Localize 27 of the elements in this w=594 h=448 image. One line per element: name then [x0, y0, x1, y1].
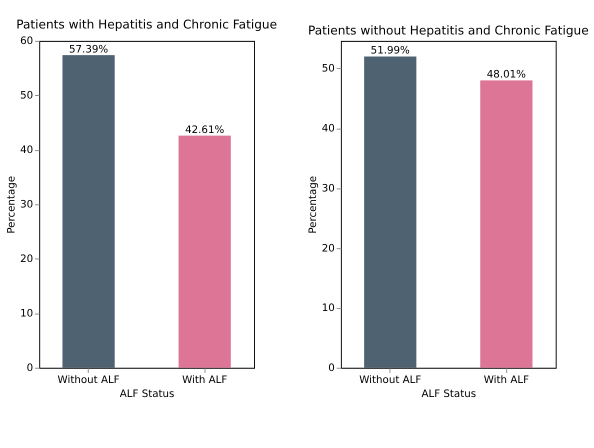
y-axis-title: Percentage	[307, 176, 320, 234]
x-tick-label: Without ALF	[359, 374, 422, 386]
y-tick-label: 20	[322, 242, 335, 254]
y-tick-label: 40	[20, 144, 34, 156]
x-tick-label: With ALF	[182, 374, 228, 386]
y-tick-label: 40	[322, 122, 335, 135]
y-tick-label: 20	[20, 253, 34, 266]
data-label: 42.61%	[185, 124, 224, 136]
y-tick-label: 10	[322, 302, 335, 314]
data-label: 48.01%	[486, 68, 526, 81]
data-label: 57.39%	[68, 43, 108, 56]
y-tick-label: 0	[26, 362, 34, 374]
y-tick-label: 0	[328, 362, 335, 374]
y-tick-label: 50	[20, 90, 34, 102]
y-tick-label: 50	[322, 62, 335, 75]
y-axis-title: Percentage	[5, 176, 18, 234]
x-tick-label: Without ALF	[58, 374, 120, 386]
x-tick-label: With ALF	[484, 374, 530, 386]
chart-title: Patients with Hepatitis and Chronic Fatigue	[16, 18, 278, 32]
chart-title: Patients without Hepatitis and Chronic Fatigue	[308, 23, 589, 38]
x-axis-title: ALF Status	[421, 388, 476, 400]
data-label: 51.99%	[370, 44, 410, 57]
y-tick-label: 30	[20, 198, 34, 211]
y-tick-label: 60	[20, 35, 34, 48]
y-tick-label: 10	[20, 308, 34, 320]
y-tick-label: 30	[322, 182, 335, 194]
x-axis-title: ALF Status	[120, 388, 174, 400]
